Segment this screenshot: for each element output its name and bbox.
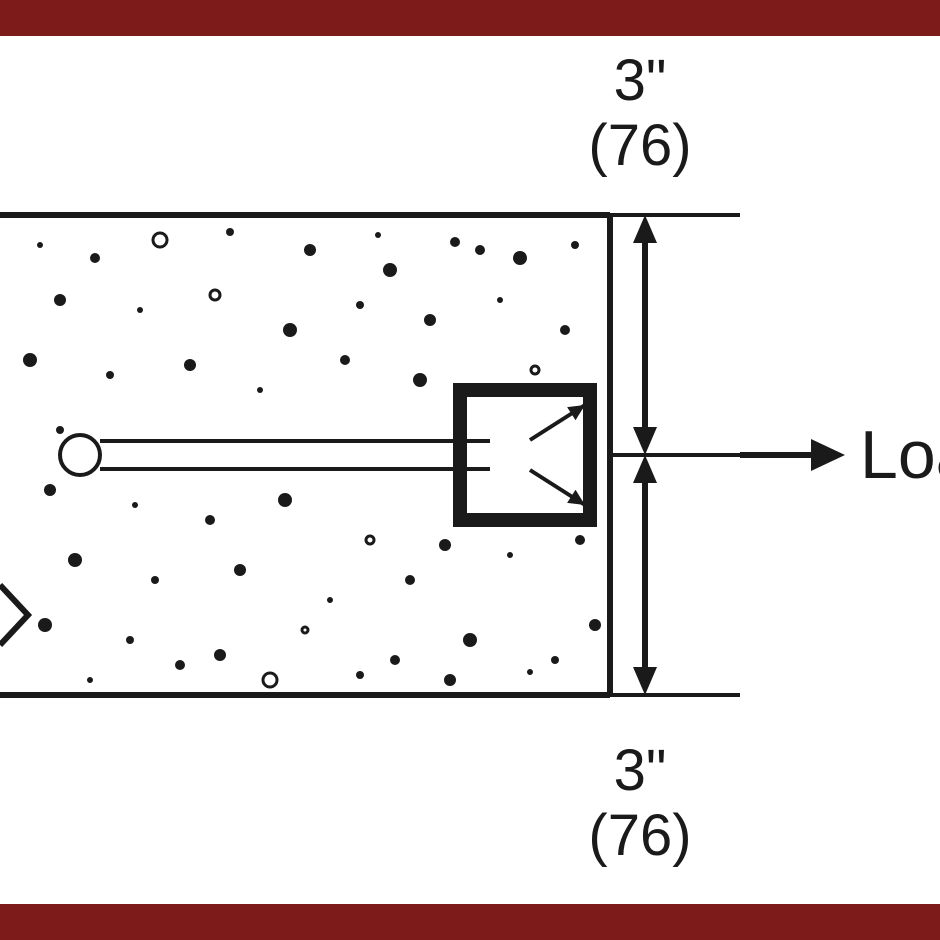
speckle (37, 242, 43, 248)
speckle (356, 301, 364, 309)
speckle (551, 656, 559, 664)
speckle (205, 515, 215, 525)
speckle (439, 539, 451, 551)
speckle (90, 253, 100, 263)
speckle (375, 232, 381, 238)
dim-arrow-upper-bot-head (633, 427, 657, 455)
speckle (214, 649, 226, 661)
speckle (44, 484, 56, 496)
speckle (23, 353, 37, 367)
dim-arrow-lower-top-head (633, 455, 657, 483)
speckle (450, 237, 460, 247)
break-line-notch (0, 585, 28, 645)
speckle (106, 371, 114, 379)
speckle (527, 669, 533, 675)
speckle (497, 297, 503, 303)
speckle (184, 359, 196, 371)
speckle (87, 677, 93, 683)
speckle (151, 576, 159, 584)
load-label: Loa (860, 417, 940, 493)
speckle (132, 502, 138, 508)
diagram-content: 3"(76)3"(76)Loa (0, 36, 940, 904)
speckle (424, 314, 436, 326)
speckle (356, 671, 364, 679)
speckle (56, 426, 64, 434)
diagram-container: 3"(76)3"(76)Loa (0, 0, 940, 940)
speckle (302, 627, 308, 633)
speckle (571, 241, 579, 249)
speckle (304, 244, 316, 256)
speckle (126, 636, 134, 644)
speckle (175, 660, 185, 670)
speckle (507, 552, 513, 558)
dim-bot-secondary: (76) (588, 803, 691, 868)
speckle (475, 245, 485, 255)
speckle (405, 575, 415, 585)
dim-arrow-lower-bot-head (633, 667, 657, 695)
speckle (234, 564, 246, 576)
top-border-band (0, 0, 940, 36)
speckle (263, 673, 277, 687)
speckle (366, 536, 374, 544)
dim-top-primary: 3" (614, 48, 667, 113)
dim-bot-primary: 3" (614, 738, 667, 803)
speckle (278, 493, 292, 507)
speckle (257, 387, 263, 393)
diagram-svg: 3"(76)3"(76)Loa (0, 36, 940, 904)
speckle (54, 294, 66, 306)
speckle (38, 618, 52, 632)
load-arrow-head (811, 439, 845, 471)
speckle (283, 323, 297, 337)
speckle (340, 355, 350, 365)
speckle (153, 233, 167, 247)
speckle (226, 228, 234, 236)
speckle (444, 674, 456, 686)
speckle (560, 325, 570, 335)
speckle (383, 263, 397, 277)
speckle (68, 553, 82, 567)
speckle (575, 535, 585, 545)
speckle (327, 597, 333, 603)
dim-top-secondary: (76) (588, 113, 691, 178)
speckle (210, 290, 220, 300)
speckle (531, 366, 539, 374)
speckle (413, 373, 427, 387)
speckle (589, 619, 601, 631)
speckle (463, 633, 477, 647)
dim-arrow-upper-top-head (633, 215, 657, 243)
speckle (137, 307, 143, 313)
speckle (390, 655, 400, 665)
bolt-head-circle (60, 435, 100, 475)
bottom-border-band (0, 904, 940, 940)
speckle (513, 251, 527, 265)
